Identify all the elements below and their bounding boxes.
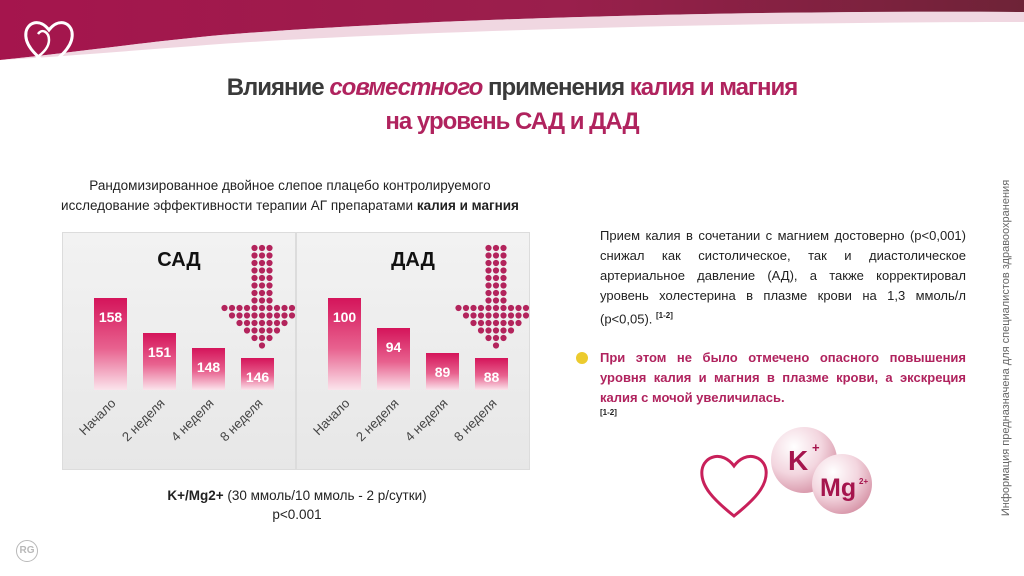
bar-dad-1 — [328, 298, 361, 390]
data-label-sad-3: 148 — [197, 359, 221, 375]
regimen-text: K+/Mg2+ (30 ммоль/10 ммоль - 2 р/сутки) … — [167, 488, 427, 522]
category-label-dad-1: Начало — [310, 396, 353, 439]
category-label-sad-2: 2 неделя — [119, 396, 168, 445]
page-title-line1: Влияние совместного применения калия и м… — [226, 74, 799, 101]
page-title-line2: на уровень САД и ДАД — [385, 108, 639, 135]
chart-sad: САД 158 Начало 151 2 неделя 148 4 неделя 146 8 н… — [76, 244, 296, 445]
chart-dad: ДАД 100 Начало 94 2 неделя 89 4 неделя 88 8 неде… — [310, 244, 530, 445]
chart-title-dad: ДАД — [391, 249, 435, 271]
heart-electrolytes-illustration: K + Mg 2+ — [700, 427, 872, 518]
magnesium-charge: 2+ — [859, 477, 868, 486]
category-label-dad-4: 8 неделя — [451, 396, 500, 445]
category-label-sad-3: 4 неделя — [168, 396, 217, 445]
data-label-sad-4: 146 — [246, 369, 270, 385]
magnesium-label: Mg — [820, 474, 856, 502]
bar-dad-3 — [426, 353, 459, 390]
header-banner — [0, 0, 1024, 60]
category-label-dad-2: 2 неделя — [353, 396, 402, 445]
data-label-dad-2: 94 — [386, 339, 402, 355]
bar-sad-1 — [94, 298, 127, 390]
data-label-sad-1: 158 — [99, 309, 123, 325]
bar-sad-3 — [192, 348, 225, 390]
potassium-label: K — [788, 445, 808, 476]
down-arrow-icon — [221, 244, 296, 349]
bullet-dot-icon — [576, 352, 588, 364]
side-disclaimer: Информация предназначена для специалисто… — [1000, 179, 1012, 517]
bar-sad-2 — [143, 333, 176, 390]
chart-title-sad: САД — [157, 249, 200, 271]
category-label-sad-4: 8 неделя — [217, 396, 266, 445]
note-reference: [1-2] — [600, 408, 617, 417]
category-label-dad-3: 4 неделя — [402, 396, 451, 445]
bar-dad-2 — [377, 328, 410, 390]
heart-logo-icon — [24, 21, 74, 68]
safety-note: При этом не было отмечено опасного повыш… — [600, 350, 966, 405]
reference: [1-2] — [656, 311, 673, 320]
bar-dad-4 — [475, 358, 508, 390]
result-description: Прием калия в сочетании с магнием достов… — [600, 228, 966, 327]
magnesium-ball-icon — [812, 454, 872, 514]
data-label-sad-2: 151 — [148, 344, 172, 360]
bar-sad-4 — [241, 358, 274, 390]
data-label-dad-3: 89 — [435, 364, 451, 380]
category-label-sad-1: Начало — [76, 396, 119, 439]
potassium-charge: + — [812, 440, 820, 455]
data-label-dad-4: 88 — [484, 369, 500, 385]
footer-logo: RG — [16, 540, 38, 562]
data-label-dad-1: 100 — [333, 309, 357, 325]
heart-outline-icon — [700, 455, 768, 518]
study-description: Рандомизированное двойное слепое плацебо… — [61, 178, 519, 213]
down-arrow-icon — [455, 244, 530, 349]
